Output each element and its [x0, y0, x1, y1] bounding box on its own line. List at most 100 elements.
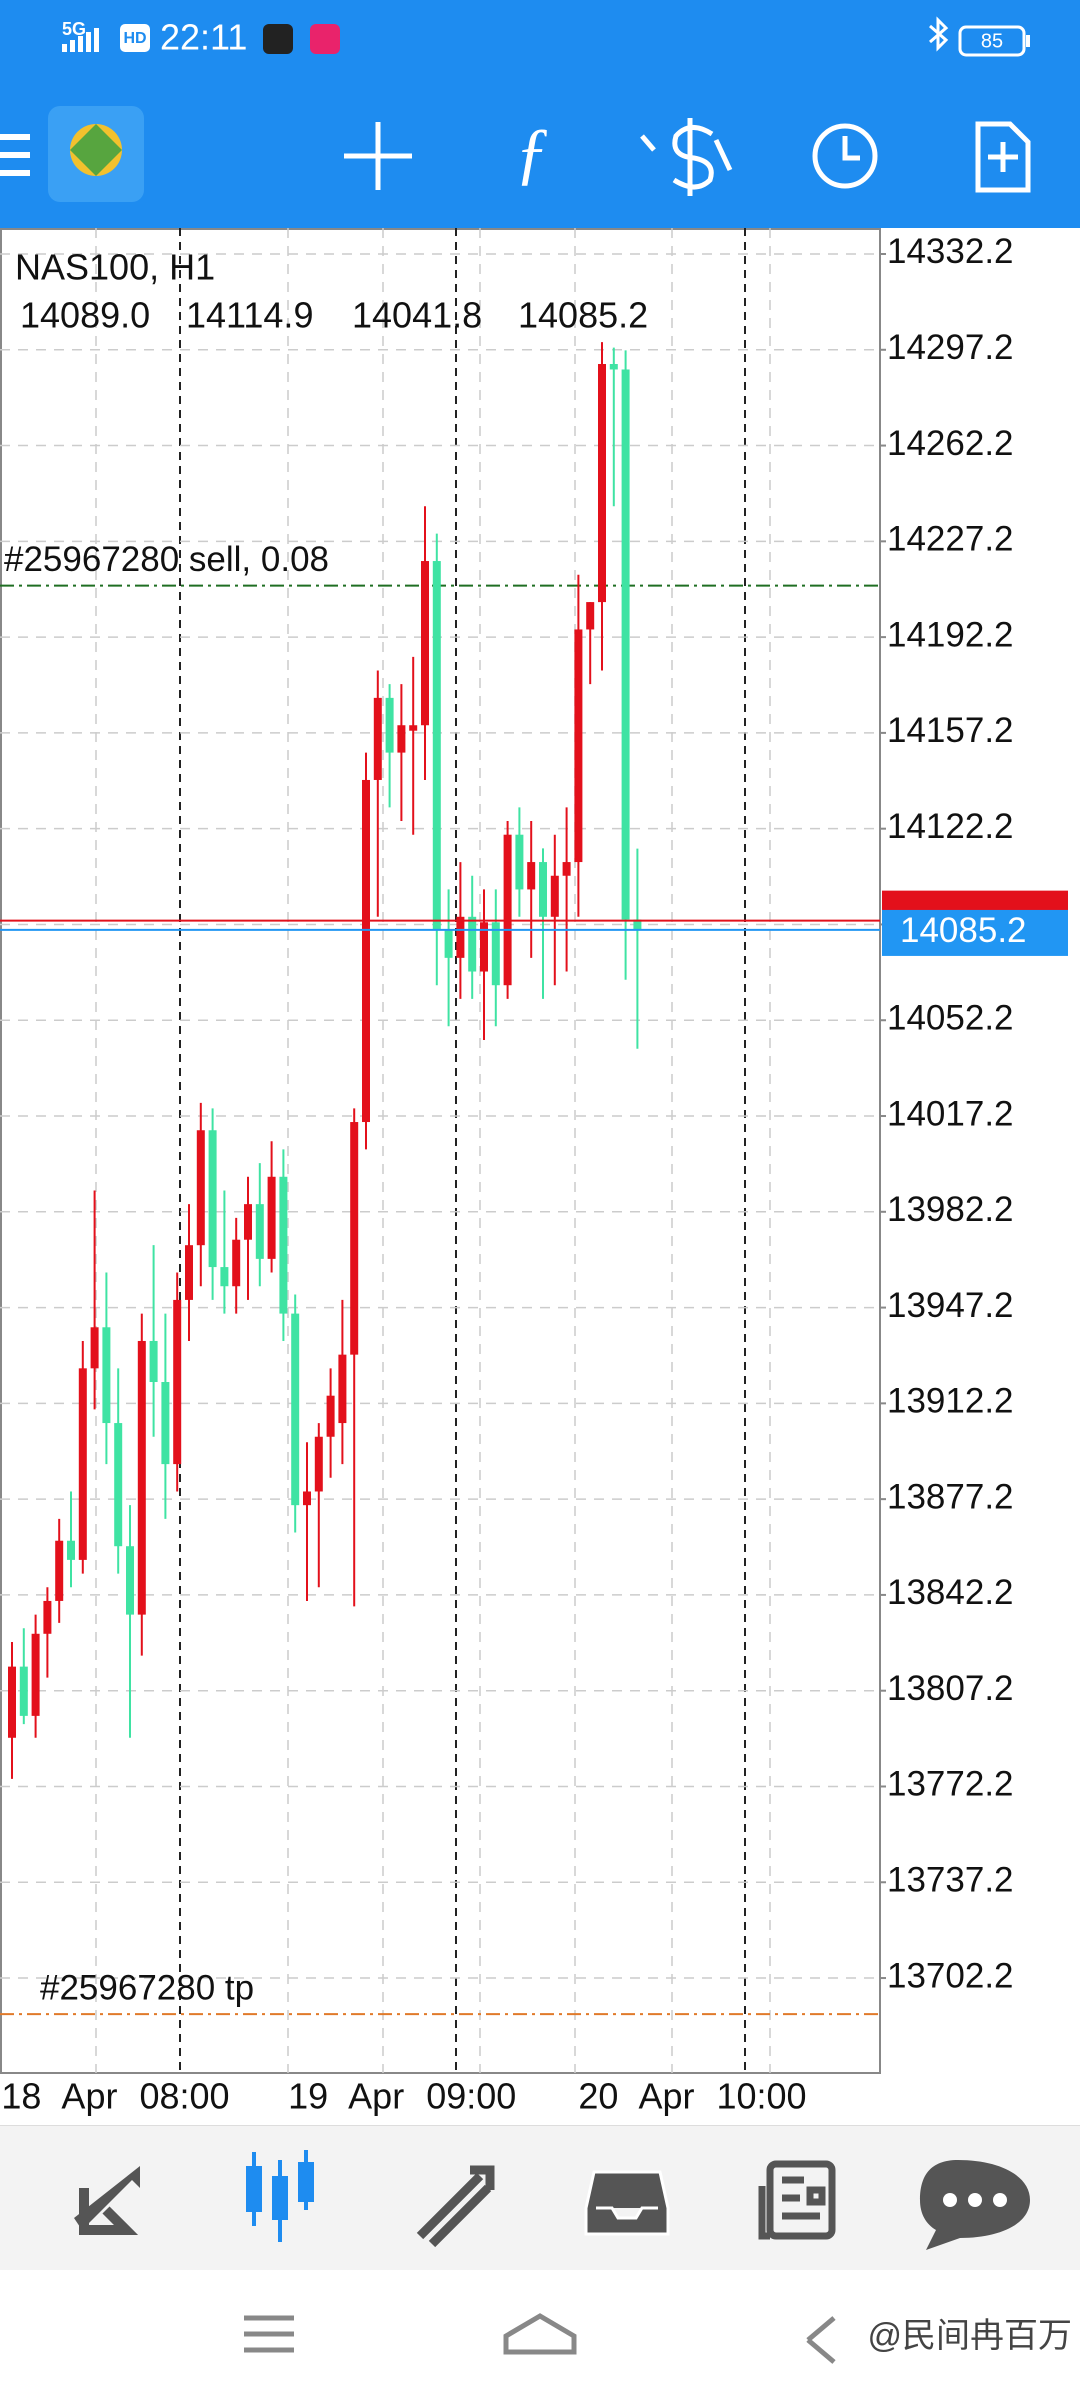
candle-body: [303, 1491, 311, 1506]
signal-icon: [62, 28, 99, 52]
y-tick-label: 14017.2: [887, 1094, 1014, 1133]
toolbar: 5G HD 22:11 85 ƒ: [0, 16, 1031, 202]
app-icon: [310, 24, 340, 54]
battery-tip: [1026, 35, 1030, 47]
y-tick-label: 13772.2: [887, 1765, 1014, 1804]
y-tick-label: 14262.2: [887, 424, 1014, 463]
candle-body: [326, 1395, 335, 1437]
clock-icon[interactable]: [812, 123, 878, 189]
candle-body: [586, 602, 595, 630]
y-tick-label: 14157.2: [887, 711, 1014, 750]
menu-button[interactable]: [244, 2315, 294, 2353]
candle-body: [621, 369, 630, 920]
back-button[interactable]: [806, 2316, 836, 2364]
candle-body: [480, 922, 488, 972]
app-icon: [263, 24, 293, 54]
news-icon[interactable]: [758, 2160, 836, 2240]
hd-badge: [120, 24, 150, 52]
trade-nav-icon[interactable]: [416, 2165, 495, 2248]
home-button[interactable]: [503, 2313, 577, 2355]
candle-body: [232, 1239, 241, 1287]
candle-body: [291, 1313, 300, 1506]
mt4-logo-mark: [70, 124, 122, 176]
network: 5G: [62, 19, 86, 39]
candle-body: [67, 1540, 75, 1560]
candle-body: [362, 779, 370, 1123]
y-tick-label: 13947.2: [887, 1286, 1014, 1325]
candle-body: [409, 725, 418, 731]
y-tick-label: 13702.2: [887, 1956, 1014, 1995]
ohlc-value: 14085.2: [518, 295, 648, 336]
y-tick-label: 13737.2: [887, 1861, 1014, 1900]
candle-body: [468, 916, 477, 972]
candle-body: [114, 1423, 123, 1547]
candle-body: [90, 1327, 99, 1369]
candle-body: [385, 697, 394, 753]
nav-icons: [74, 2150, 1030, 2250]
candle-body: [78, 1368, 87, 1560]
y-tick-label: 14122.2: [887, 807, 1014, 846]
system-navigation: @民间冉百万: [0, 2270, 1080, 2400]
bluetooth-icon: [929, 16, 949, 52]
candle-body: [220, 1267, 229, 1287]
candle-body: [491, 922, 500, 986]
candle-body: [161, 1382, 170, 1465]
quotes-icon[interactable]: [74, 2156, 140, 2235]
candle-body: [255, 1204, 264, 1259]
candle-body: [527, 862, 536, 890]
ohlc-value: 14041.8: [352, 295, 482, 336]
y-tick-label: 14332.2: [887, 232, 1014, 271]
candle-body: [444, 930, 453, 958]
candle-body: [574, 629, 583, 863]
candle-body: [137, 1340, 146, 1615]
order-label: #25967280 sell, 0.08: [4, 540, 329, 579]
x-tick-label: 18 Apr 08:00: [1, 2076, 229, 2117]
x-tick-label: 20 Apr 10:00: [578, 2076, 806, 2117]
watermark: @民间冉百万: [867, 2317, 1072, 2355]
time: 22:11: [160, 17, 247, 58]
candle-body: [126, 1546, 134, 1615]
y-tick-label: 13982.2: [887, 1190, 1014, 1229]
indicators-icon[interactable]: ƒ: [515, 115, 550, 192]
y-tick-label: 13877.2: [887, 1477, 1014, 1516]
candle-body: [456, 916, 465, 958]
y-tick-label: 14192.2: [887, 615, 1014, 654]
top-bar: 5G HD 22:11 85 ƒ: [0, 0, 1080, 228]
candle-body: [8, 1666, 16, 1738]
history-icon[interactable]: [584, 2170, 670, 2236]
candle-body: [55, 1540, 64, 1601]
symbol: NAS100, H1: [15, 247, 215, 288]
order-label: #25967280 tp: [40, 1968, 254, 2007]
candle-body: [539, 862, 547, 917]
y-tick-label: 13842.2: [887, 1573, 1014, 1612]
y-tick-label: 13912.2: [887, 1382, 1014, 1421]
candle-body: [562, 862, 571, 876]
candle-body: [432, 561, 441, 931]
candle-body: [421, 561, 429, 726]
crosshair-icon[interactable]: [344, 122, 412, 190]
candle-body: [43, 1600, 52, 1634]
candle-body: [633, 919, 642, 930]
candle-body: [31, 1633, 40, 1716]
candle-body: [185, 1245, 193, 1300]
ohlc-value: 14114.9: [186, 295, 313, 336]
candle-body: [173, 1299, 182, 1465]
chart: 14332.2 14297.2 14262.2 14227.2 14192.2 14157…: [0, 228, 1068, 2117]
candle-body: [350, 1122, 359, 1355]
chart-icon[interactable]: [246, 2150, 314, 2242]
candle-body: [503, 834, 512, 986]
hd: HD: [123, 30, 146, 47]
candle-body: [598, 364, 606, 603]
candle-body: [609, 364, 618, 370]
battery-icon: [958, 25, 1026, 57]
chat-dots: [943, 2193, 1007, 2207]
new-order-icon[interactable]: [975, 121, 1031, 193]
candle-body: [279, 1176, 288, 1314]
trade-icon[interactable]: [640, 118, 733, 196]
system-nav-icons: @民间冉百万: [244, 2313, 1072, 2364]
y-tick-label: 13807.2: [887, 1669, 1014, 1708]
candle-body: [515, 834, 524, 890]
candle-body: [196, 1130, 205, 1246]
menu-icon[interactable]: [0, 134, 30, 176]
